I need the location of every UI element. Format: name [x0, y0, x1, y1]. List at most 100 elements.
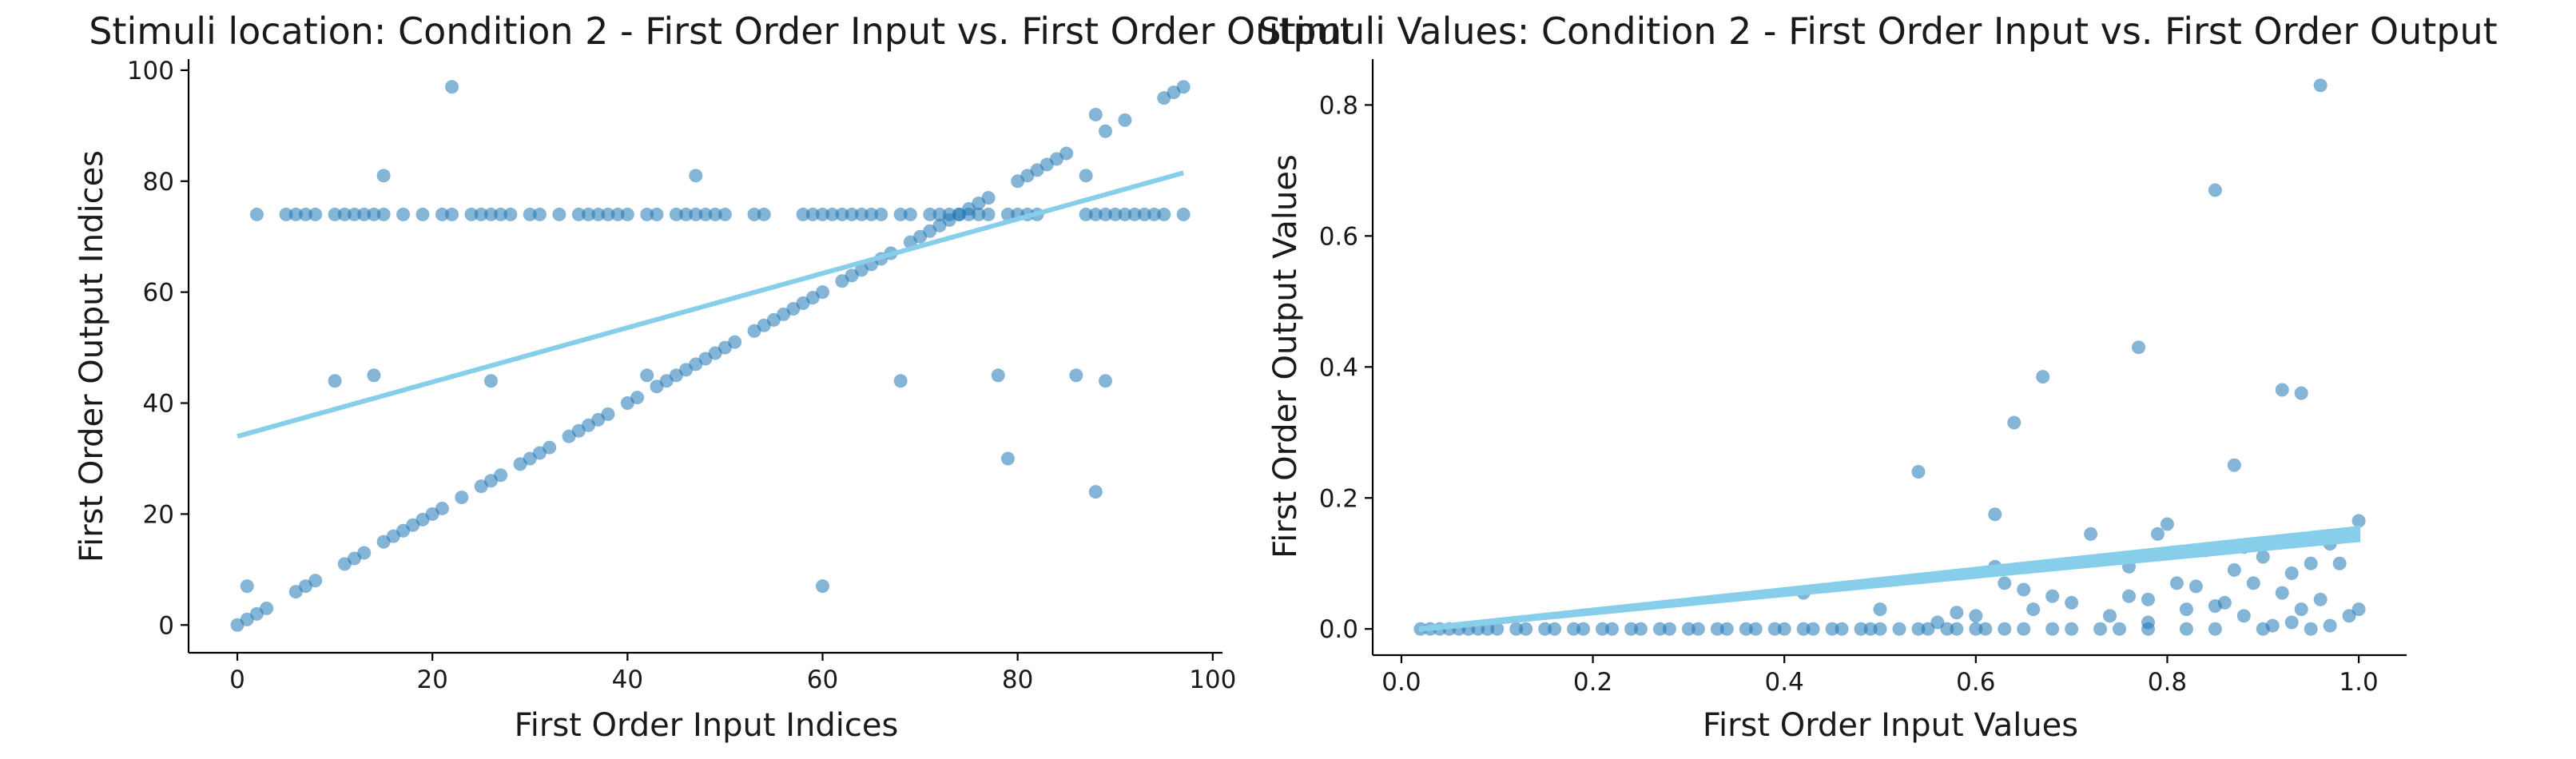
data-point — [630, 391, 645, 405]
data-point — [1950, 606, 1964, 620]
data-point — [1157, 207, 1171, 221]
data-point — [1137, 207, 1151, 221]
data-point — [1624, 622, 1638, 636]
data-point — [2313, 78, 2328, 93]
data-point — [483, 207, 498, 221]
data-point — [1739, 622, 1753, 636]
data-point — [1978, 622, 1993, 636]
data-point — [2265, 618, 2280, 633]
data-point — [942, 207, 956, 221]
data-point — [698, 207, 713, 221]
data-point — [308, 207, 323, 221]
data-point — [2208, 183, 2222, 197]
data-point — [2169, 576, 2184, 590]
data-point — [1118, 113, 1132, 127]
data-point — [1490, 622, 1505, 636]
regression-band-path — [1418, 525, 2361, 633]
data-point — [1969, 622, 1983, 636]
regression-line-path — [237, 170, 1184, 439]
regression-band — [1418, 525, 2361, 633]
data-point — [1940, 622, 1954, 636]
data-point — [260, 601, 274, 615]
chart-title: Stimuli location: Condition 2 - First Or… — [89, 10, 1354, 53]
data-point — [903, 207, 917, 221]
data-point — [1548, 622, 1562, 636]
data-point — [893, 207, 908, 221]
data-point — [376, 169, 391, 183]
data-point — [1509, 622, 1524, 636]
data-point — [1719, 622, 1734, 636]
y-axis-label: First Order Output Indices — [74, 150, 110, 562]
data-point — [2313, 592, 2328, 606]
data-point — [1911, 464, 1926, 479]
data-point — [357, 546, 372, 560]
data-point — [1652, 622, 1667, 636]
data-point — [728, 335, 742, 349]
data-point — [747, 207, 761, 221]
x-tick-label: 1.0 — [2339, 668, 2378, 697]
data-point — [1127, 207, 1142, 221]
data-point — [718, 207, 732, 221]
data-point — [2217, 595, 2232, 610]
data-point — [2084, 527, 2098, 541]
data-point — [249, 207, 264, 221]
data-point — [571, 207, 586, 221]
data-point — [1099, 207, 1113, 221]
data-point — [474, 207, 488, 221]
data-point — [2103, 609, 2117, 623]
data-point — [1088, 485, 1103, 499]
x-tick-label: 40 — [612, 666, 643, 694]
data-point — [2026, 602, 2041, 617]
data-point — [1059, 146, 1074, 161]
data-point — [483, 374, 498, 388]
data-point — [1969, 609, 1983, 623]
data-point — [2342, 609, 2356, 623]
y-tick-label: 0.6 — [1319, 222, 1358, 251]
x-tick-label: 0.8 — [2148, 668, 2187, 697]
data-point — [1069, 368, 1083, 383]
regression-line — [237, 170, 1184, 439]
data-point — [2227, 562, 2241, 577]
data-point — [1108, 207, 1123, 221]
data-point — [2150, 527, 2165, 541]
axis-ticks: 0.0 0.2 0.4 0.6 0.8 1.0 0.0 0.2 0.4 0.6 0.8 — [1319, 91, 2379, 697]
data-point — [1099, 124, 1113, 138]
data-point — [2256, 550, 2270, 564]
data-point — [2113, 622, 2127, 636]
data-point — [1806, 622, 1820, 636]
data-point — [1079, 207, 1093, 221]
y-tick-label: 0.0 — [1319, 615, 1358, 644]
data-point — [1088, 207, 1103, 221]
data-point — [854, 207, 869, 221]
data-point — [640, 207, 654, 221]
data-point — [2275, 383, 2289, 397]
data-point — [972, 207, 986, 221]
data-point — [669, 207, 683, 221]
data-point — [1691, 622, 1705, 636]
data-point — [757, 207, 771, 221]
data-point — [1835, 622, 1849, 636]
data-point — [991, 368, 1005, 383]
y-tick-label: 60 — [143, 279, 174, 308]
data-point — [2275, 586, 2289, 600]
data-point — [1681, 622, 1695, 636]
data-point — [376, 207, 391, 221]
data-point — [328, 207, 342, 221]
data-point — [435, 501, 449, 515]
data-point — [796, 207, 810, 221]
data-point — [532, 207, 547, 221]
data-point — [1099, 374, 1113, 388]
data-point — [2017, 582, 2031, 597]
x-tick-label: 100 — [1189, 666, 1236, 694]
data-point — [494, 207, 508, 221]
data-point — [1662, 622, 1676, 636]
data-point — [367, 207, 381, 221]
data-point — [1079, 169, 1093, 183]
data-point — [298, 207, 312, 221]
data-point — [601, 207, 615, 221]
data-point — [2179, 602, 2193, 617]
y-tick-label: 0.8 — [1319, 91, 1358, 120]
data-point — [1633, 622, 1648, 636]
data-point — [2045, 589, 2060, 603]
